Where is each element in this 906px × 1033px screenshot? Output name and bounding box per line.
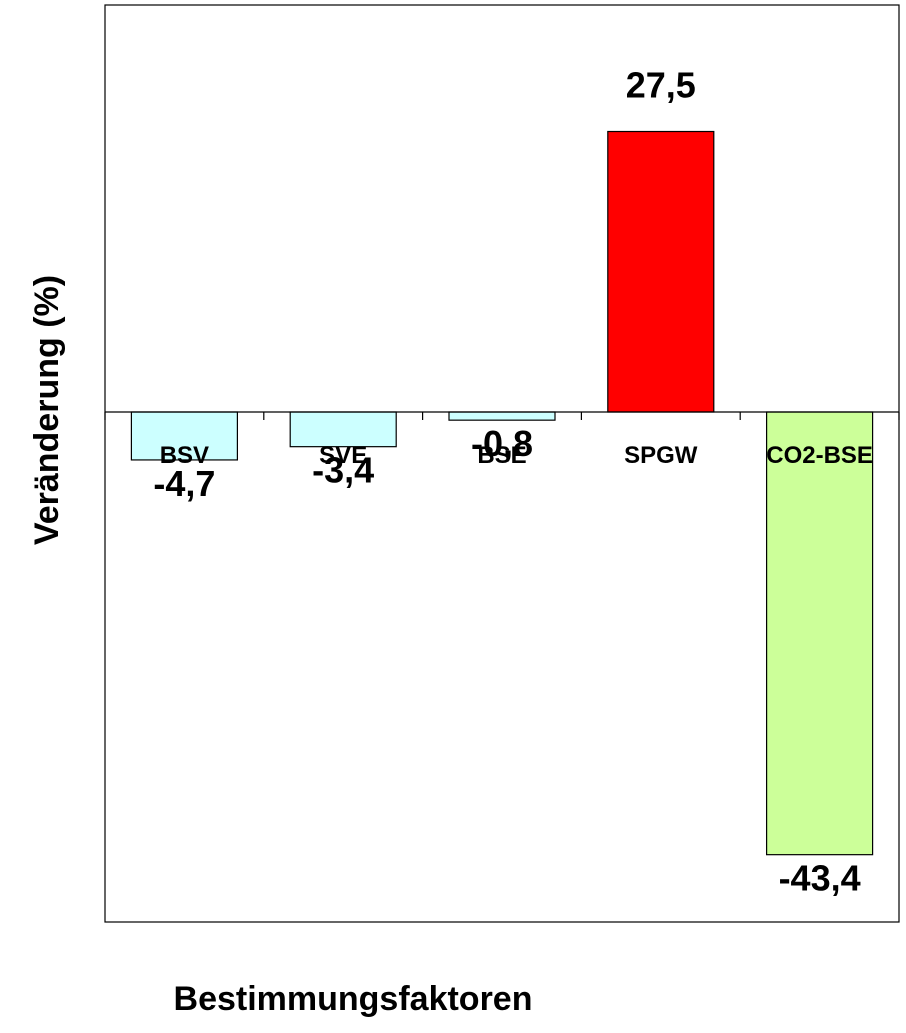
category-label: BSE	[477, 442, 526, 469]
category-label: SVE	[319, 442, 367, 469]
category-labels-group: BSV SVE BSE SPGW CO2-BSE	[160, 442, 873, 469]
bar-co2-bse	[765, 411, 874, 856]
value-label: -0,8	[471, 423, 533, 464]
category-label: CO2-BSE	[766, 442, 873, 469]
value-label: -3,4	[312, 450, 374, 491]
value-labels-group: -4,7 -3,4 -0,8 27,5 -43,4	[153, 65, 860, 899]
bar-bsv	[130, 411, 238, 461]
bar-bse	[448, 411, 556, 421]
category-label: BSV	[160, 442, 209, 469]
x-axis-title: Bestimmungsfaktoren	[174, 980, 533, 1018]
y-axis-title: Veränderung (%)	[28, 275, 66, 545]
value-label: 27,5	[626, 65, 696, 106]
value-label: -4,7	[153, 463, 215, 504]
category-label: SPGW	[624, 442, 698, 469]
bar-spgw	[607, 130, 715, 413]
value-label: -43,4	[779, 858, 861, 899]
x-ticks-group	[104, 412, 900, 420]
